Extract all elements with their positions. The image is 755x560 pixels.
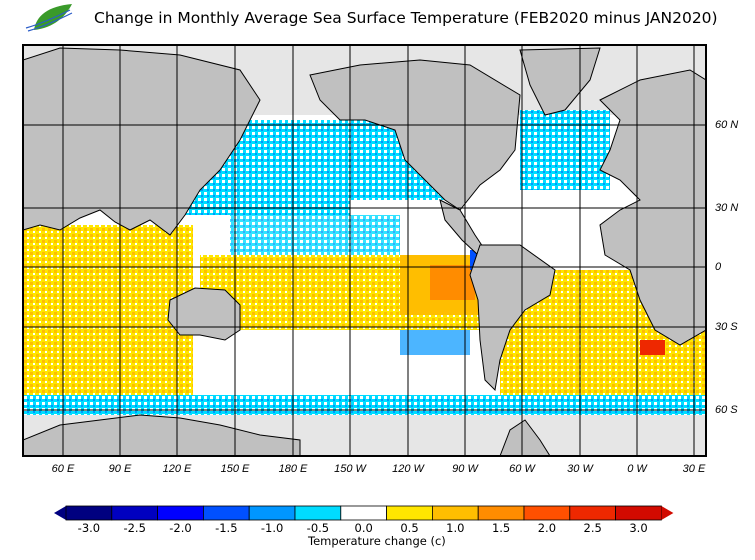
land-antarctic-peninsula: [499, 419, 551, 456]
south-atlantic-hotspot: [640, 340, 665, 355]
map-frame: [22, 44, 707, 457]
southern-ocean-cool: [23, 395, 706, 415]
longitude-label: 180 E: [278, 463, 308, 475]
colorbar-swatch: [569, 505, 616, 521]
colorbar-tick-label: 0.0: [354, 521, 373, 535]
indian-ocean-warm: [23, 225, 193, 400]
colorbar-tick-label: 2.5: [583, 521, 602, 535]
longitude-label: 90 W: [452, 463, 478, 475]
colorbar-swatch: [202, 505, 250, 521]
latitude-label: 30 S: [715, 321, 738, 333]
colorbar-tick-label: -1.0: [260, 521, 284, 535]
colorbar-tick-label: -2.5: [123, 521, 146, 535]
longitude-label: 120 E: [162, 463, 192, 475]
leaf-wave-logo-icon: [25, 4, 75, 35]
land-south-america: [469, 244, 556, 392]
eastern-pacific-warmest: [430, 265, 475, 300]
colorbar-swatch: [431, 505, 479, 521]
longitude-label: 60 E: [51, 463, 75, 475]
latitude-label: 60 S: [715, 404, 738, 416]
colorbar: [54, 505, 674, 521]
colorbar-title: Temperature change (c): [308, 534, 446, 548]
colorbar-tick-label: 0.5: [400, 521, 419, 535]
map-field: [23, 45, 706, 456]
north-atlantic-cool: [520, 110, 610, 190]
colorbar-swatch: [248, 505, 296, 521]
colorbar-swatch: [111, 505, 159, 521]
latitude-label: 0: [715, 261, 722, 273]
land-australia: [167, 287, 241, 341]
colorbar-swatch: [477, 505, 525, 521]
colorbar-tick-label: 3.0: [629, 521, 648, 535]
colorbar-tick-label: 2.0: [537, 521, 557, 535]
latitude-label: 60 N: [715, 119, 739, 131]
colorbar-swatch: [523, 505, 571, 521]
latitude-label: 30 N: [715, 202, 739, 214]
colorbar-swatch: [294, 505, 342, 521]
graticule: [23, 45, 706, 456]
colorbar-tick-label: -0.5: [306, 521, 330, 535]
colorbar-swatch: [157, 505, 204, 521]
colorbar-swatch: [65, 505, 113, 521]
colorbar-swatch: [386, 505, 433, 521]
colorbar-tick-label: 1.5: [491, 521, 511, 535]
longitude-label: 60 W: [509, 463, 535, 475]
colorbar-tick-label: -2.0: [169, 521, 192, 535]
longitude-label: 90 E: [108, 463, 132, 475]
page-title: Change in Monthly Average Sea Surface Te…: [94, 9, 718, 27]
longitude-label: 30 W: [567, 463, 593, 475]
colorbar-tick-label: -1.5: [215, 521, 238, 535]
subtropical-pacific-cool: [230, 215, 400, 255]
longitude-label: 30 E: [682, 463, 706, 475]
colorbar-tick-label: -3.0: [77, 521, 101, 535]
longitude-label: 150 E: [220, 463, 250, 475]
longitude-label: 150 W: [334, 463, 366, 475]
colorbar-under-arrow: [54, 506, 66, 520]
south-pacific-cool: [400, 330, 470, 355]
longitude-label: 0 W: [627, 463, 647, 475]
land-antarctica-west: [23, 414, 301, 456]
colorbar-swatch: [615, 505, 662, 521]
longitude-label: 120 W: [392, 463, 424, 475]
colorbar-over-arrow: [661, 506, 674, 520]
colorbar-swatch: [340, 505, 387, 521]
colorbar-tick-label: 1.0: [446, 521, 465, 535]
